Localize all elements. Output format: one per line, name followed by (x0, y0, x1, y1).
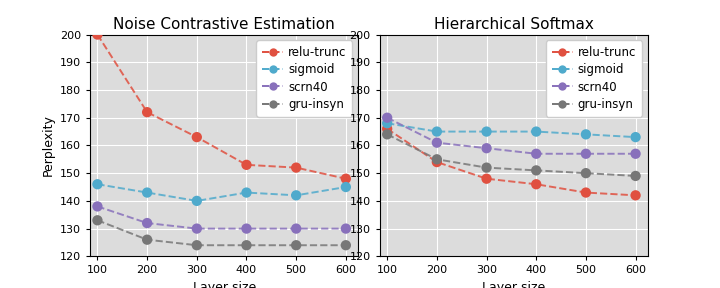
Point (431, 129, 443, 134)
Point (580, 190, 592, 195)
Point (382, 126, 393, 131)
Point (240, 226, 252, 231)
Point (382, 121, 393, 126)
Point (431, 140, 443, 145)
Point (240, 190, 252, 195)
Point (481, 129, 492, 134)
Title: Noise Contrastive Estimation: Noise Contrastive Estimation (113, 17, 335, 32)
Legend: relu-trunc, sigmoid, scrn40, gru-insyn: relu-trunc, sigmoid, scrn40, gru-insyn (546, 40, 642, 117)
Point (431, 157, 443, 162)
X-axis label: Layer size: Layer size (192, 281, 256, 288)
Point (382, 115, 393, 120)
X-axis label: Layer size: Layer size (482, 281, 546, 288)
Point (91, 218, 103, 223)
Point (580, 151, 592, 156)
Point (481, 146, 492, 151)
Point (191, 135, 202, 139)
Point (630, 135, 642, 139)
Point (141, 110, 153, 114)
Point (141, 221, 153, 225)
Point (191, 198, 202, 203)
Y-axis label: Perplexity: Perplexity (41, 115, 54, 176)
Point (481, 165, 492, 170)
Point (580, 132, 592, 137)
Point (630, 193, 642, 198)
Point (531, 182, 542, 187)
Point (290, 193, 302, 198)
Point (531, 168, 542, 173)
Point (240, 243, 252, 247)
Point (481, 176, 492, 181)
Point (91, 32, 103, 37)
Point (630, 151, 642, 156)
Point (290, 243, 302, 247)
Title: Hierarchical Softmax: Hierarchical Softmax (434, 17, 594, 32)
Point (240, 162, 252, 167)
Point (340, 176, 351, 181)
Point (191, 226, 202, 231)
Point (340, 243, 351, 247)
Point (91, 204, 103, 209)
Point (191, 243, 202, 247)
Point (431, 160, 443, 164)
Point (580, 171, 592, 175)
Point (630, 174, 642, 178)
Point (290, 226, 302, 231)
Point (531, 151, 542, 156)
Legend: relu-trunc, sigmoid, scrn40, gru-insyn: relu-trunc, sigmoid, scrn40, gru-insyn (256, 40, 352, 117)
Point (340, 185, 351, 189)
Point (91, 182, 103, 187)
Point (141, 237, 153, 242)
Point (141, 190, 153, 195)
Point (382, 132, 393, 137)
Point (531, 129, 542, 134)
Point (340, 226, 351, 231)
Point (290, 165, 302, 170)
